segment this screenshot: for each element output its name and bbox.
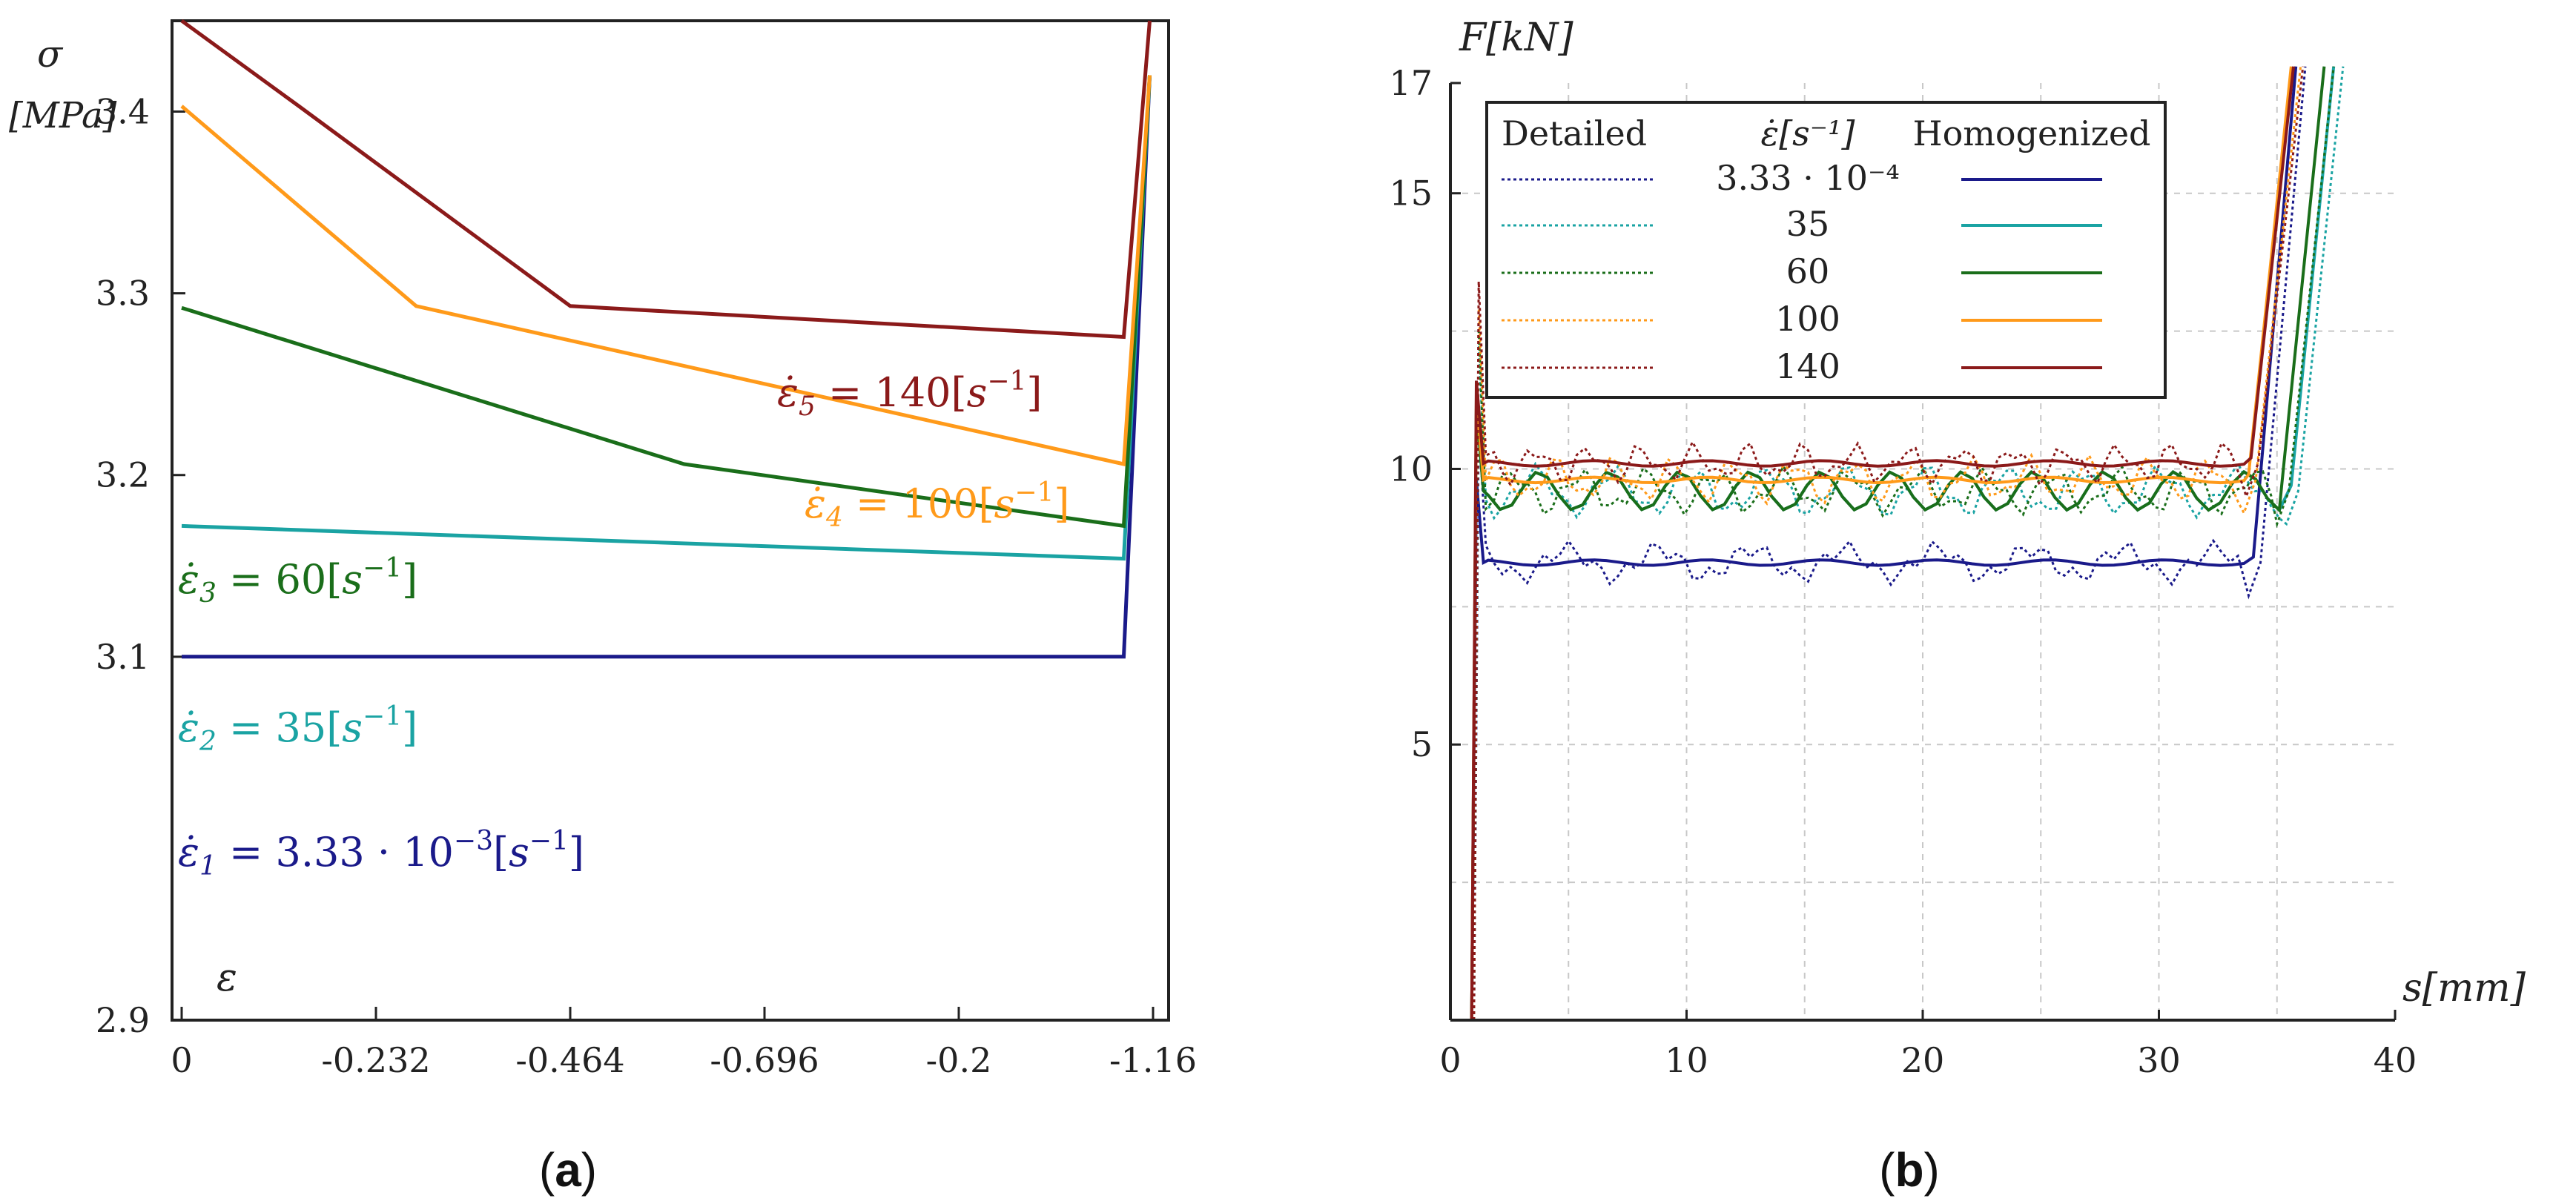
legend-row-label: 100 (1775, 299, 1840, 339)
series-line (181, 75, 1152, 529)
x-tick-label: 20 (1901, 1040, 1945, 1080)
series-label: ε̇2 = 35[s−1] (178, 701, 417, 757)
chart-a-frame (171, 19, 1170, 1022)
chart-b-ylabel: F[kN] (1459, 16, 1573, 60)
legend-row-label: 35 (1786, 204, 1830, 244)
chart-a-xlabel: ε (217, 956, 237, 1000)
y-tick-label: 5 (1411, 724, 1433, 764)
x-tick-label: -0.464 (515, 1040, 624, 1080)
x-tick-label: -0.232 (321, 1040, 430, 1080)
y-tick-label: 15 (1389, 173, 1433, 214)
legend-rows: 3.33 · 10⁻⁴ 35 60 100 140 (1502, 158, 2102, 386)
y-tick-label: 3.2 (96, 455, 150, 495)
legend-row-label: 60 (1786, 251, 1830, 291)
x-tick-label: -1.16 (1109, 1040, 1197, 1080)
chart-b-caption: (b) (1879, 1143, 1940, 1197)
legend-header-homogenized: Homogenized (1912, 113, 2150, 153)
chart-b-xlabel: s[mm] (2402, 966, 2526, 1010)
series-line (180, 19, 1152, 340)
legend-header-detailed: Detailed (1502, 113, 1647, 153)
y-tick-label: 2.9 (96, 1000, 150, 1040)
series-label: ε̇4 = 100[s−1] (805, 477, 1070, 533)
x-tick-label: 10 (1665, 1040, 1708, 1080)
chart-a-series (180, 19, 1152, 659)
chart-a-ylabel-unit: [MPa] (9, 95, 117, 136)
series-label: ε̇1 = 3.33 · 10−3[s−1] (178, 826, 584, 882)
homogenized-line (1470, 66, 2293, 1021)
detailed-line (1473, 66, 2307, 1021)
x-tick-label: -0.696 (710, 1040, 819, 1080)
legend-row-label: 140 (1775, 346, 1840, 386)
chart-b-series (1470, 66, 2345, 1021)
y-tick-label: 3.4 (96, 92, 150, 132)
chart-b: 0 10 20 30 40 5 10 15 17 F[kN] s[mm] Detailed ε̇… (1389, 16, 2526, 1197)
chart-a-ylabel-symbol: σ (37, 33, 64, 76)
detailed-line (1473, 66, 2302, 1021)
chart-a-ticks: 0 -0.232 -0.464 -0.696 -0.2 -1.16 2.9 3.1 3.2 3.3… (96, 92, 1197, 1080)
homogenized-line (1470, 66, 2298, 1021)
y-tick-label: 17 (1389, 63, 1433, 103)
y-tick-label: 10 (1389, 449, 1433, 489)
detailed-line (1473, 66, 2305, 1021)
series-line (180, 75, 1152, 467)
series-label: ε̇3 = 60[s−1] (178, 553, 417, 609)
homogenized-line (1470, 66, 2326, 1021)
series-label: ε̇5 = 140[s−1] (777, 366, 1043, 422)
y-tick-label: 3.1 (96, 637, 150, 677)
detailed-line (1473, 66, 2335, 1021)
chart-a: 0 -0.232 -0.464 -0.696 -0.2 -1.16 2.9 3.1 3.2 3.3… (9, 19, 1197, 1197)
chart-a-caption: (a) (539, 1143, 597, 1197)
legend-header-rate: ε̇[s⁻¹] (1761, 113, 1855, 153)
legend-box (1485, 101, 2167, 399)
x-tick-label: 0 (1439, 1040, 1461, 1080)
chart-b-legend: Detailed ε̇[s⁻¹] Homogenized 3.33 · 10⁻⁴… (1485, 101, 2167, 399)
x-tick-label: 0 (171, 1040, 192, 1080)
chart-b-ticks: 0 10 20 30 40 5 10 15 17 (1389, 63, 2417, 1080)
x-tick-label: -0.2 (926, 1040, 992, 1080)
chart-a-series-labels: ε̇1 = 3.33 · 10−3[s−1] ε̇2 = 35[s−1] ε̇3 =… (178, 366, 1070, 882)
x-tick-label: 30 (2137, 1040, 2181, 1080)
x-tick-label: 40 (2374, 1040, 2417, 1080)
legend-row-label: 3.33 · 10⁻⁴ (1716, 158, 1900, 198)
y-tick-label: 3.3 (96, 274, 150, 314)
